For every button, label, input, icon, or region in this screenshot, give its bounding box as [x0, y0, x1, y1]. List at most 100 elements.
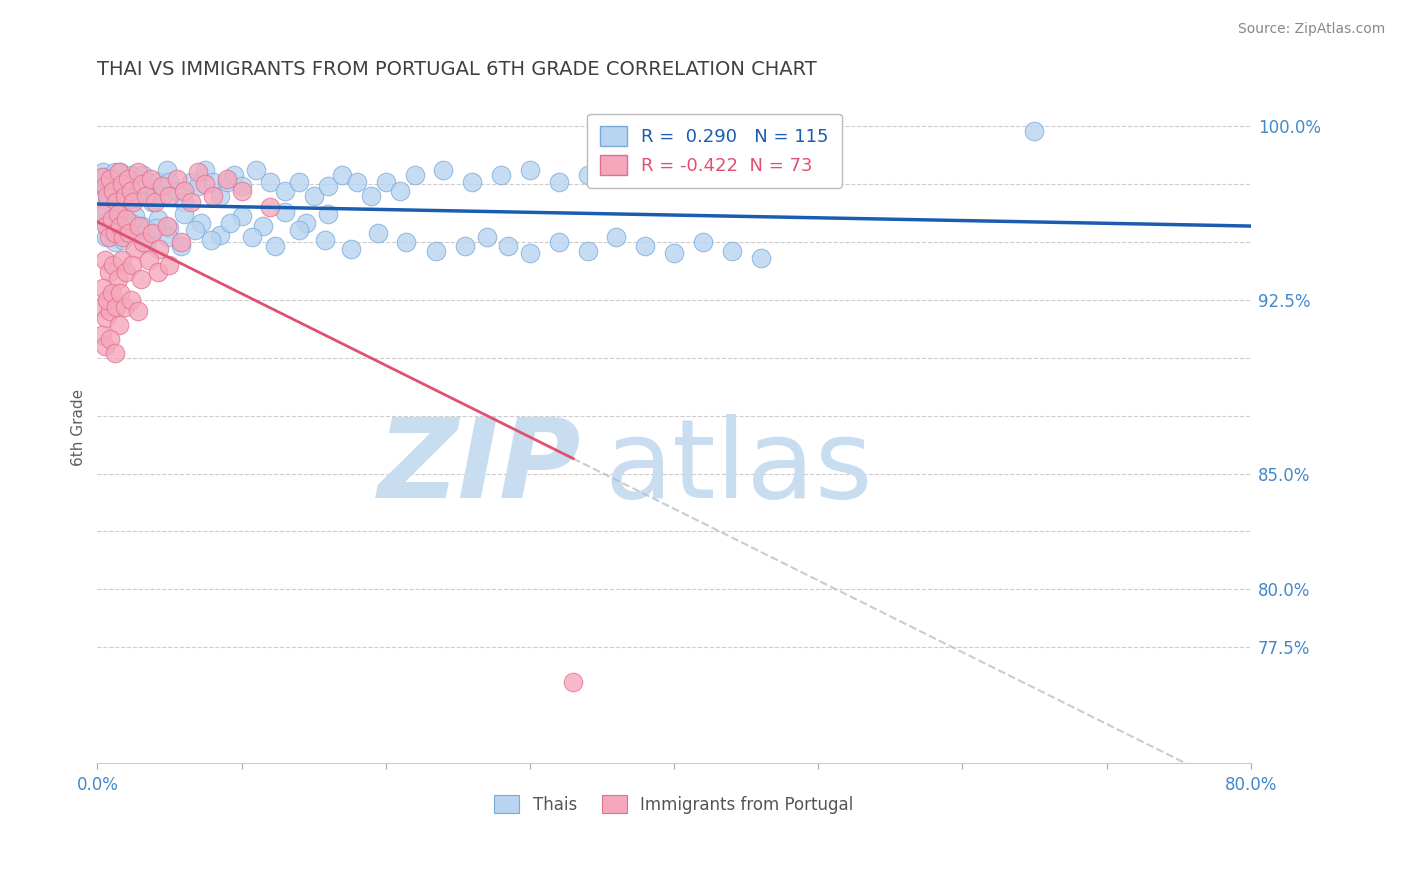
Point: [166, 184, 188, 198]
Point: [98, 304, 121, 318]
Point: [576, 168, 599, 182]
Point: [105, 300, 128, 314]
Point: [136, 175, 159, 189]
Point: [93, 179, 115, 194]
Point: [194, 163, 217, 178]
Point: [105, 221, 128, 235]
Point: [605, 230, 627, 244]
Point: [127, 165, 149, 179]
Point: [605, 163, 627, 178]
Point: [155, 219, 177, 233]
Point: [90, 300, 112, 314]
Point: [124, 242, 146, 256]
Point: [425, 244, 447, 259]
Point: [105, 195, 128, 210]
Point: [259, 200, 281, 214]
Point: [547, 235, 569, 249]
Point: [135, 237, 157, 252]
Point: [127, 227, 149, 242]
Point: [107, 207, 129, 221]
Point: [395, 235, 418, 249]
Point: [132, 235, 155, 249]
Point: [121, 258, 143, 272]
Point: [98, 223, 121, 237]
Point: [94, 184, 117, 198]
Point: [94, 230, 117, 244]
Point: [98, 172, 121, 186]
Point: [97, 265, 120, 279]
Point: [166, 172, 188, 186]
Point: [259, 175, 281, 189]
Point: [496, 239, 519, 253]
Point: [316, 207, 339, 221]
Point: [145, 221, 167, 235]
Point: [187, 165, 209, 179]
Point: [91, 207, 114, 221]
Point: [103, 211, 125, 226]
Point: [110, 285, 132, 300]
Point: [159, 221, 181, 235]
Point: [231, 210, 253, 224]
Point: [110, 204, 132, 219]
Point: [97, 230, 120, 244]
Point: [146, 211, 169, 226]
Point: [156, 230, 179, 244]
Y-axis label: 6th Grade: 6th Grade: [72, 389, 86, 466]
Point: [121, 168, 143, 182]
Point: [346, 175, 368, 189]
Text: ZIP: ZIP: [378, 414, 582, 521]
Point: [120, 216, 142, 230]
Point: [115, 186, 138, 201]
Point: [97, 221, 120, 235]
Point: [148, 242, 170, 256]
Point: [146, 175, 169, 189]
Point: [692, 235, 714, 249]
Point: [93, 253, 115, 268]
Point: [170, 235, 193, 249]
Point: [159, 188, 181, 202]
Point: [96, 216, 118, 230]
Point: [129, 179, 152, 194]
Point: [90, 177, 112, 191]
Point: [114, 216, 136, 230]
Point: [302, 188, 325, 202]
Point: [634, 239, 657, 253]
Point: [316, 179, 339, 194]
Point: [129, 272, 152, 286]
Point: [108, 223, 131, 237]
Point: [100, 211, 122, 226]
Point: [104, 346, 127, 360]
Point: [124, 210, 146, 224]
Point: [96, 293, 118, 307]
Point: [749, 251, 772, 265]
Point: [208, 188, 231, 202]
Point: [100, 285, 122, 300]
Point: [93, 207, 115, 221]
Point: [138, 227, 160, 242]
Point: [114, 175, 136, 189]
Point: [576, 244, 599, 259]
Point: [173, 195, 195, 210]
Point: [94, 219, 117, 233]
Point: [118, 226, 141, 240]
Point: [143, 195, 166, 210]
Point: [104, 226, 127, 240]
Point: [159, 258, 181, 272]
Point: [112, 191, 135, 205]
Point: [208, 227, 231, 242]
Point: [114, 300, 136, 314]
Point: [104, 165, 127, 179]
Point: [100, 200, 122, 214]
Point: [231, 179, 253, 194]
Point: [252, 219, 274, 233]
Point: [340, 242, 363, 256]
Point: [217, 172, 239, 186]
Point: [200, 233, 222, 247]
Point: [115, 265, 138, 279]
Point: [118, 226, 141, 240]
Point: [131, 177, 153, 191]
Point: [547, 175, 569, 189]
Text: Source: ZipAtlas.com: Source: ZipAtlas.com: [1237, 22, 1385, 37]
Point: [219, 216, 242, 230]
Point: [184, 223, 207, 237]
